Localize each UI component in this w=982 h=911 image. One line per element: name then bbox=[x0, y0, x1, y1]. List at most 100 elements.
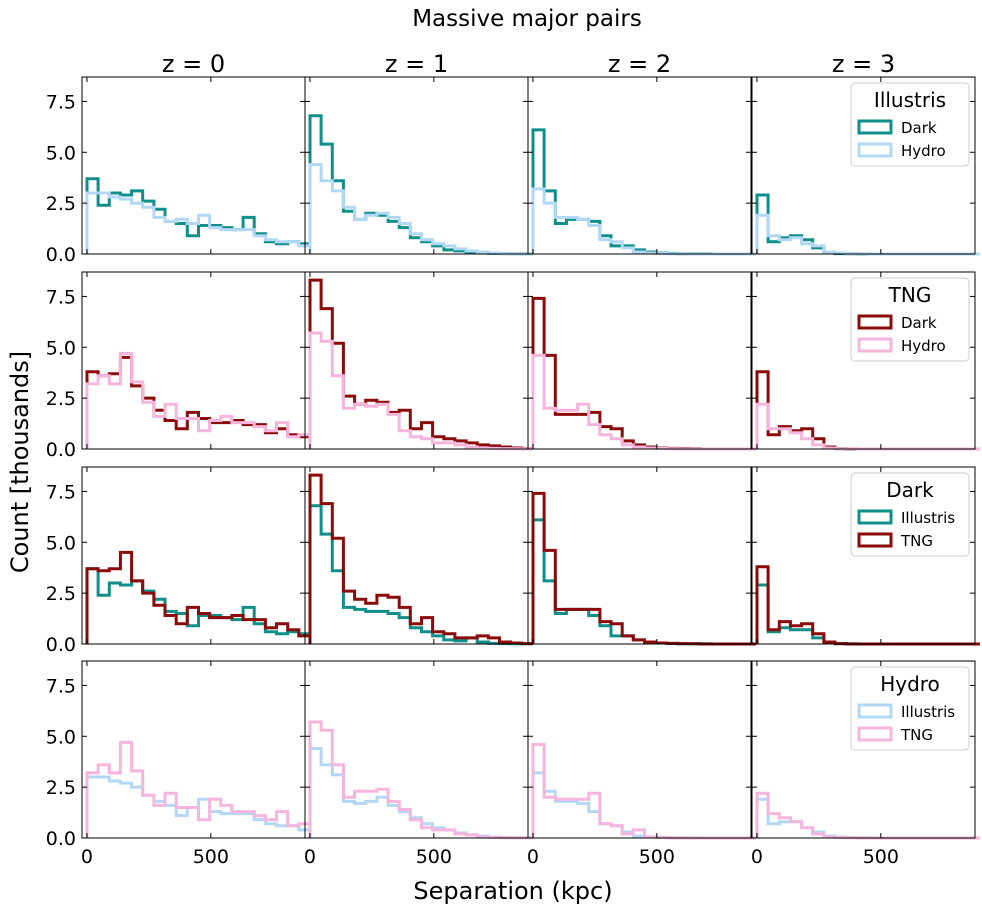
panel-row1-col3 bbox=[751, 271, 980, 451]
legend-title: Illustris bbox=[874, 88, 946, 112]
y-tick-label: 0.0 bbox=[46, 828, 76, 850]
x-tick-label: 0 bbox=[527, 846, 539, 868]
panel-grid: z = 0 z = 1 z = 2 z = 3 0.0 2.5 5.0 7.5 Illustri… bbox=[46, 50, 980, 868]
legend-swatch bbox=[857, 314, 893, 330]
panel-row2-col2 bbox=[527, 466, 756, 646]
column-title-z2: z = 2 bbox=[608, 50, 671, 78]
panel-row2-col0 bbox=[81, 466, 312, 645]
legend-title: Hydro bbox=[880, 672, 940, 696]
panel-frame bbox=[81, 76, 306, 255]
panel-row3-col3 bbox=[751, 660, 980, 840]
legend-swatch bbox=[857, 142, 893, 158]
y-tick-label: 0.0 bbox=[46, 244, 76, 266]
panel-frame bbox=[304, 271, 529, 450]
x-tick-label: 0 bbox=[81, 846, 93, 868]
histogram-hydro-tng-col2 bbox=[531, 742, 756, 840]
column-title-z0: z = 0 bbox=[162, 50, 225, 78]
legend-title: TNG bbox=[888, 283, 932, 307]
panel-row1-col1 bbox=[304, 271, 535, 451]
legend-swatch bbox=[857, 703, 893, 719]
histogram-hydro-tng-col0 bbox=[85, 740, 312, 838]
y-tick-label: 2.5 bbox=[46, 583, 76, 605]
panel-frame bbox=[81, 466, 306, 645]
panel-row3-col2 bbox=[527, 660, 756, 840]
y-tick-label: 2.5 bbox=[46, 388, 76, 410]
panel-frame bbox=[527, 271, 752, 450]
panel-row2-col1 bbox=[304, 466, 535, 646]
y-tick-label: 2.5 bbox=[46, 777, 76, 799]
legend-swatch bbox=[857, 726, 893, 742]
panel-row1-col0 bbox=[81, 271, 312, 450]
y-tick-label: 2.5 bbox=[46, 193, 76, 215]
panel-row0-col1 bbox=[304, 76, 535, 256]
y-tick-label: 7.5 bbox=[46, 481, 76, 503]
legend-swatch bbox=[857, 509, 893, 525]
histogram-dark-tng-col1 bbox=[308, 473, 535, 646]
panel-frame bbox=[304, 466, 529, 645]
panel-frame bbox=[751, 271, 976, 450]
histogram-hydro-tng-col3 bbox=[755, 791, 980, 840]
panel-frame bbox=[81, 660, 306, 839]
panel-frame bbox=[751, 76, 976, 255]
y-tick-label: 5.0 bbox=[46, 726, 76, 748]
legend-title: Dark bbox=[886, 478, 934, 502]
y-tick-label: 5.0 bbox=[46, 337, 76, 359]
histogram-tng-dark-col1 bbox=[308, 278, 535, 451]
panel-row3-col0 bbox=[81, 660, 312, 839]
legend-label: TNG bbox=[900, 532, 933, 550]
legend-label: TNG bbox=[900, 726, 933, 744]
histogram-tng-dark-col3 bbox=[755, 370, 980, 451]
histogram-dark-tng-col3 bbox=[755, 565, 980, 646]
histogram-tng-dark-col2 bbox=[531, 296, 756, 451]
figure-title: Massive major pairs bbox=[412, 6, 642, 32]
legend-illustris: Illustris Dark Hydro bbox=[850, 82, 970, 167]
panel-row0-col3 bbox=[751, 76, 980, 256]
panel-frame bbox=[527, 466, 752, 645]
histogram-tng-hydro-col2 bbox=[531, 353, 756, 451]
y-tick-label: 7.5 bbox=[46, 91, 76, 113]
panel-frame bbox=[527, 76, 752, 255]
panel-frame bbox=[751, 660, 976, 839]
histogram-dark-tng-col2 bbox=[531, 491, 756, 646]
legend-label: Dark bbox=[901, 314, 937, 332]
histogram-illustris-hydro-col1 bbox=[308, 163, 535, 256]
histogram-dark-illustris-col2 bbox=[531, 518, 756, 646]
histogram-dark-illustris-col0 bbox=[85, 567, 312, 644]
y-tick-label: 5.0 bbox=[46, 532, 76, 554]
legend-swatch bbox=[857, 119, 893, 135]
panel-row3-col1 bbox=[304, 660, 535, 840]
legend-label: Dark bbox=[901, 119, 937, 137]
column-title-z3: z = 3 bbox=[832, 50, 895, 78]
legend-swatch bbox=[857, 532, 893, 548]
x-tick-label: 500 bbox=[863, 846, 899, 868]
panel-row2-col3 bbox=[751, 466, 980, 646]
histogram-illustris-dark-col3 bbox=[755, 193, 980, 256]
panel-row0-col2 bbox=[527, 76, 756, 256]
histogram-hydro-tng-col1 bbox=[308, 720, 535, 840]
x-axis-label: Separation (kpc) bbox=[413, 877, 612, 905]
legend-label: Illustris bbox=[901, 703, 955, 721]
panel-frame bbox=[304, 76, 529, 255]
y-tick-label: 7.5 bbox=[46, 675, 76, 697]
panel-row1-col2 bbox=[527, 271, 756, 451]
y-tick-label: 0.0 bbox=[46, 439, 76, 461]
column-title-z1: z = 1 bbox=[385, 50, 448, 78]
legend-swatch bbox=[857, 337, 893, 353]
y-tick-label: 7.5 bbox=[46, 286, 76, 308]
panel-frame bbox=[304, 660, 529, 839]
x-tick-label: 500 bbox=[193, 846, 229, 868]
panel-frame bbox=[527, 660, 752, 839]
panel-row0-col0 bbox=[81, 76, 312, 255]
y-tick-label: 0.0 bbox=[46, 634, 76, 656]
histogram-dark-illustris-col3 bbox=[755, 583, 980, 646]
legend-hydro: Hydro Illustris TNG bbox=[850, 666, 970, 751]
histogram-illustris-dark-col2 bbox=[531, 128, 756, 256]
x-tick-label: 500 bbox=[639, 846, 675, 868]
x-tick-label: 500 bbox=[416, 846, 452, 868]
histogram-tng-hydro-col1 bbox=[308, 331, 535, 451]
y-axis-label: Count [thousands] bbox=[6, 351, 34, 573]
x-tick-label: 0 bbox=[751, 846, 763, 868]
histogram-hydro-illustris-col2 bbox=[531, 771, 756, 840]
legend-label: Illustris bbox=[901, 509, 955, 527]
